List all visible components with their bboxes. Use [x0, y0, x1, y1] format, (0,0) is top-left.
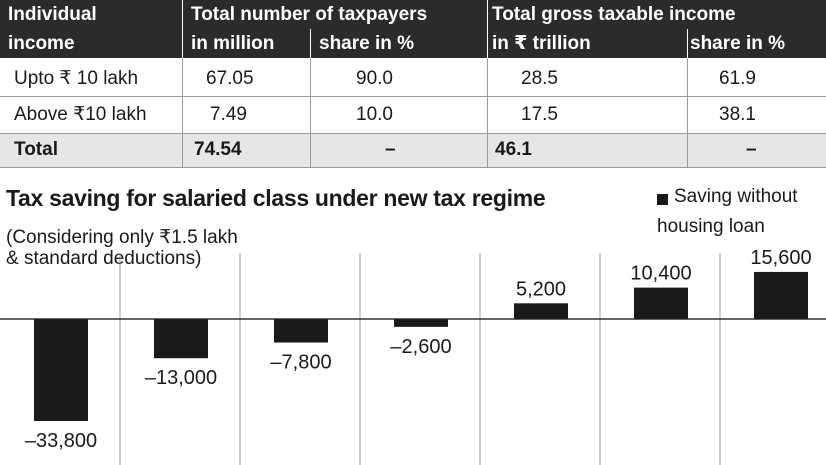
income-trillion: 46.1: [495, 139, 532, 160]
chart-bar: [754, 271, 808, 319]
chart-bar: [274, 319, 328, 343]
bar-value-label: –33,800: [25, 430, 97, 452]
income-share: 61.9: [719, 68, 756, 89]
column-divider: [310, 58, 311, 167]
chart-subtitle-line-2: & standard deductions): [6, 248, 202, 269]
table-header-row-1: Individual Total number of taxpayers Tot…: [0, 0, 826, 29]
table-header-row-2: income in million share in % in ₹ trilli…: [0, 29, 826, 58]
header-divider: [687, 29, 688, 58]
chart-bar: [634, 287, 688, 319]
header-individual: Individual: [8, 4, 97, 25]
header-income-group: Total gross taxable income: [492, 4, 736, 25]
row-label: Above ₹10 lakh: [14, 104, 147, 125]
header-share-percent-2: share in %: [690, 33, 786, 54]
header-taxpayers-group: Total number of taxpayers: [191, 4, 428, 25]
chart-bar: [34, 319, 88, 421]
income-share: –: [746, 139, 757, 160]
row-divider: [0, 167, 826, 168]
table-row-total: Total 74.54 – 46.1 –: [0, 133, 826, 167]
header-divider: [182, 0, 183, 58]
income-share: 38.1: [719, 104, 756, 125]
chart-bar: [154, 319, 208, 359]
income-trillion: 17.5: [521, 104, 558, 125]
chart-title: Tax saving for salaried class under new …: [6, 185, 546, 211]
taxpayers-million: 7.49: [210, 104, 247, 125]
chart-subtitle-line-1: (Considering only ₹1.5 lakh: [6, 227, 238, 248]
column-divider: [487, 58, 488, 167]
bar-value-label: 15,600: [750, 247, 811, 269]
header-divider: [310, 29, 311, 58]
bar-value-label: 10,400: [630, 263, 691, 285]
table-row: Upto ₹ 10 lakh 67.05 90.0 28.5 61.9: [0, 60, 826, 98]
table-row: Above ₹10 lakh 7.49 10.0 17.5 38.1: [0, 96, 826, 134]
bar-value-label: –2,600: [390, 336, 451, 358]
taxpayers-share: 90.0: [356, 68, 393, 89]
legend-label-line-1: Saving without: [674, 186, 798, 207]
row-label: Total: [14, 139, 58, 160]
chart-bar: [514, 303, 568, 319]
row-label: Upto ₹ 10 lakh: [14, 68, 139, 89]
row-divider: [0, 96, 826, 97]
taxpayers-share: –: [385, 139, 396, 160]
income-trillion: 28.5: [521, 68, 558, 89]
header-income: income: [8, 33, 75, 54]
header-divider: [487, 0, 488, 58]
column-divider: [182, 58, 183, 167]
header-in-trillion: in ₹ trillion: [492, 33, 591, 54]
header-in-million: in million: [191, 33, 275, 54]
bar-value-label: –7,800: [270, 352, 331, 374]
legend-label-line-2: housing loan: [657, 216, 765, 237]
column-divider: [687, 58, 688, 167]
taxpayers-million: 67.05: [206, 68, 254, 89]
header-share-percent-1: share in %: [319, 33, 415, 54]
bar-value-label: –13,000: [145, 367, 217, 389]
bar-value-label: 5,200: [516, 278, 566, 300]
taxpayers-million: 74.54: [194, 139, 242, 160]
taxpayers-share: 10.0: [356, 104, 393, 125]
legend-swatch: [657, 194, 668, 205]
chart-bar: [394, 319, 448, 327]
row-divider: [0, 133, 826, 134]
